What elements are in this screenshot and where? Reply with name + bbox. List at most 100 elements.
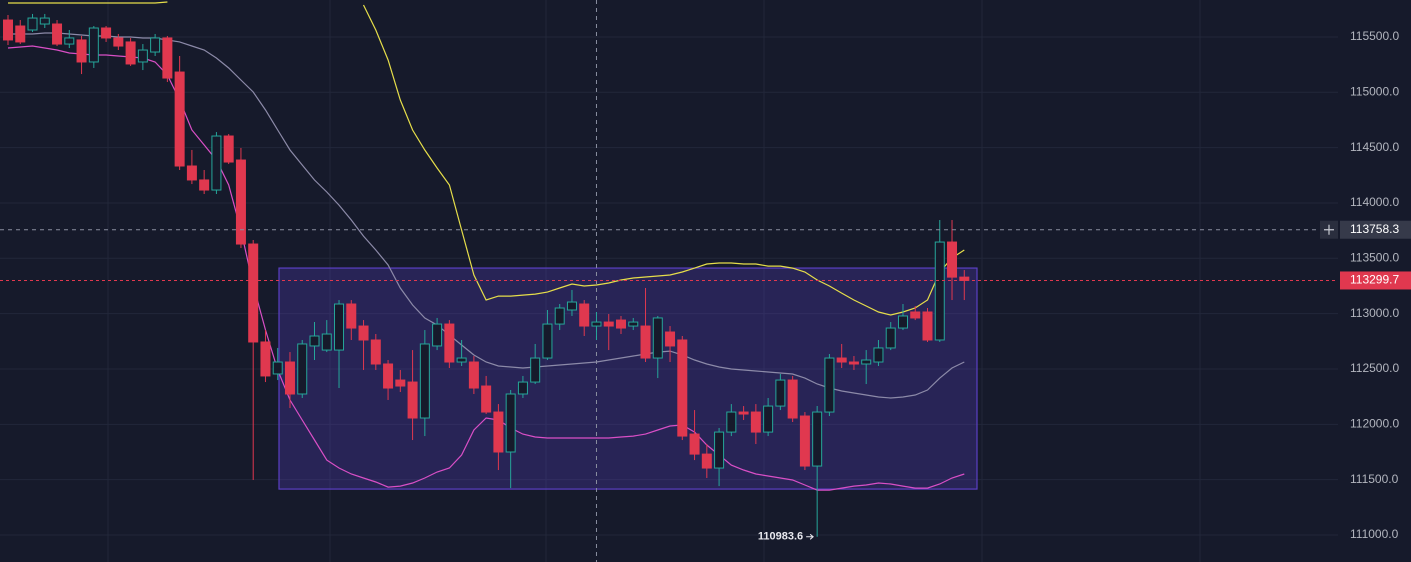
candle-body	[616, 319, 626, 329]
last-price-box	[1340, 271, 1411, 290]
candle-body	[113, 37, 124, 47]
candle-body	[334, 303, 345, 351]
candle-body	[591, 321, 602, 327]
candle-body	[787, 379, 798, 419]
candle-body	[101, 27, 112, 39]
candle-body	[432, 323, 443, 347]
candle-body	[125, 41, 136, 65]
candle-body	[370, 339, 381, 365]
candle-body	[162, 37, 173, 79]
candle-body	[321, 333, 332, 351]
candle-body	[566, 301, 577, 311]
candle-body	[689, 433, 700, 455]
candle-body	[383, 363, 394, 389]
candle-body	[517, 381, 528, 395]
candle-body	[174, 71, 185, 167]
candle-body	[419, 343, 430, 419]
y-tick-label: 115500.0	[1350, 29, 1399, 43]
y-tick-label: 112500.0	[1350, 361, 1399, 375]
price-axis: 111000.0 111500.0 112000.0 112500.0 113000.0…	[1320, 29, 1411, 541]
y-tick-label: 113500.0	[1350, 250, 1399, 264]
low-marker-arrow	[806, 533, 814, 540]
candle-body	[726, 411, 737, 433]
y-tick-label: 111000.0	[1350, 527, 1399, 541]
candle-body	[750, 411, 761, 433]
candle-body	[652, 317, 663, 359]
candle-body	[934, 241, 945, 341]
candle-body	[836, 357, 847, 363]
candle-body	[873, 347, 884, 363]
candle-body	[395, 379, 406, 387]
candle-body	[640, 325, 651, 359]
candle-body	[284, 361, 295, 395]
y-tick-label: 114500.0	[1350, 140, 1399, 154]
candle-body	[812, 411, 823, 467]
candle-body	[223, 135, 234, 163]
candle-body	[714, 431, 725, 469]
last-price-label: 113299.7	[1350, 273, 1399, 287]
candle-body	[824, 357, 835, 413]
candle-body	[505, 393, 516, 453]
candle-body	[15, 25, 26, 43]
candle-body	[407, 381, 418, 419]
candle-body	[52, 23, 63, 45]
y-tick-label: 111500.0	[1350, 472, 1399, 486]
candle-body	[530, 357, 541, 383]
crosshair-price-label: 113758.3	[1350, 222, 1399, 236]
candle-body	[922, 311, 933, 341]
candle-body	[665, 331, 676, 347]
band-line-upper	[8, 1, 965, 316]
candle-body	[297, 343, 308, 395]
candle-body	[775, 379, 786, 407]
candle-body	[260, 341, 271, 377]
candle-body	[542, 323, 553, 359]
candle-body	[493, 411, 504, 453]
candle-body	[554, 307, 565, 325]
candle-body	[150, 37, 161, 53]
candle-body	[39, 17, 50, 25]
candle-body	[861, 359, 872, 365]
crosshair-price-box	[1340, 220, 1411, 239]
candle-body	[738, 411, 749, 415]
candle-body	[199, 179, 210, 191]
low-marker-label: 110983.6	[758, 531, 803, 543]
candle-body	[799, 415, 810, 467]
candle-body	[309, 335, 320, 347]
candle-body	[248, 243, 259, 343]
candle-body	[358, 325, 369, 341]
candle-body	[88, 27, 99, 63]
y-tick-label: 113000.0	[1350, 306, 1399, 320]
plus-icon	[1324, 224, 1334, 235]
y-tick-label: 114000.0	[1350, 195, 1399, 209]
candle-body	[885, 327, 896, 349]
candle-body	[947, 241, 958, 278]
candle-body	[677, 339, 688, 437]
candle-body	[897, 315, 908, 329]
candle-body	[76, 39, 87, 63]
grid	[0, 0, 1338, 562]
candle-body	[211, 135, 222, 191]
candle-body	[628, 321, 639, 327]
candle-body	[27, 17, 38, 31]
candle-body	[346, 303, 357, 329]
candle-body	[272, 361, 283, 375]
candle-body	[456, 357, 467, 363]
candle-body	[959, 276, 970, 281]
candle-body	[64, 37, 75, 45]
candle-body	[848, 361, 859, 365]
candle-body	[763, 405, 774, 433]
candle-body	[235, 159, 246, 245]
candle-body	[137, 49, 148, 63]
range-box	[278, 267, 978, 490]
candle-body	[468, 361, 479, 389]
candle-body	[603, 321, 614, 327]
y-tick-label: 112000.0	[1350, 416, 1399, 430]
candle-body	[444, 323, 455, 363]
candle-body	[481, 385, 492, 413]
candle-body	[701, 453, 712, 469]
plot-area: 110983.6	[0, 0, 1338, 562]
candle-body	[186, 165, 197, 181]
candle-body	[3, 19, 13, 41]
